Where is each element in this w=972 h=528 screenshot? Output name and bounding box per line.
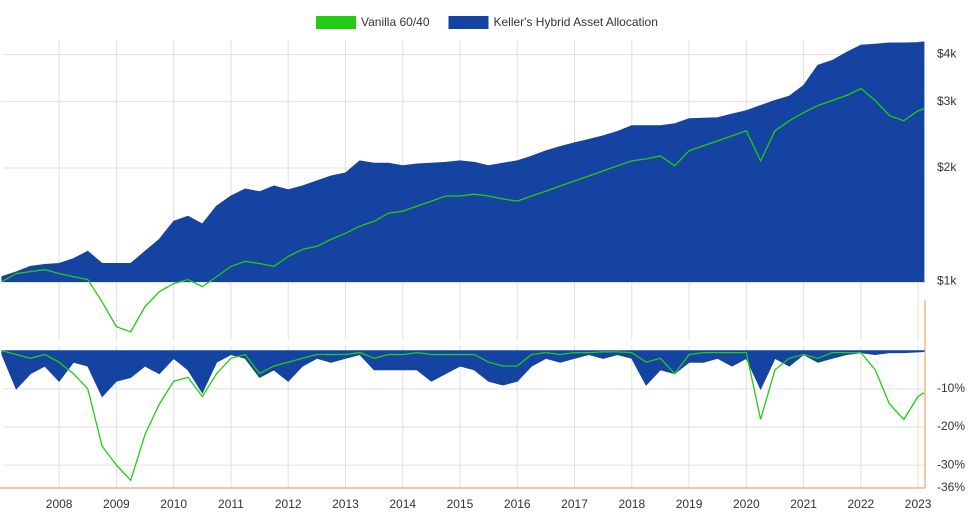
y-tick-label: $2k xyxy=(937,160,957,174)
line xyxy=(1,87,925,333)
x-tick-label: 2016 xyxy=(504,497,531,511)
legend-swatch xyxy=(316,16,356,29)
x-tick-label: 2008 xyxy=(46,497,73,511)
legend-label: Vanilla 60/40 xyxy=(361,15,430,29)
y-tick-label: -20% xyxy=(937,419,965,433)
x-tick-label: 2023 xyxy=(905,497,932,511)
x-tick-label: 2012 xyxy=(275,497,302,511)
x-tick-label: 2009 xyxy=(103,497,130,511)
x-tick-label: 2014 xyxy=(389,497,416,511)
y-tick-label: $1k xyxy=(937,274,957,288)
x-tick-label: 2020 xyxy=(733,497,760,511)
area xyxy=(1,41,925,283)
y-tick-label: $4k xyxy=(937,47,957,61)
area xyxy=(1,350,925,398)
line xyxy=(1,350,925,482)
x-tick-label: 2018 xyxy=(618,497,645,511)
x-tick-label: 2015 xyxy=(447,497,474,511)
x-tick-label: 2021 xyxy=(790,497,817,511)
y-tick-label: $3k xyxy=(937,94,957,108)
x-tick-label: 2013 xyxy=(332,497,359,511)
y-tick-label: -30% xyxy=(937,457,965,471)
y-tick-label: -10% xyxy=(937,381,965,395)
x-tick-label: 2019 xyxy=(676,497,703,511)
y-tick-label: -36% xyxy=(937,480,965,494)
x-tick-label: 2011 xyxy=(218,497,244,511)
x-tick-label: 2017 xyxy=(561,497,588,511)
x-tick-label: 2010 xyxy=(160,497,187,511)
legend-swatch xyxy=(448,16,489,29)
legend-label: Keller's Hybrid Asset Allocation xyxy=(494,15,658,29)
x-tick-label: 2022 xyxy=(848,497,875,511)
